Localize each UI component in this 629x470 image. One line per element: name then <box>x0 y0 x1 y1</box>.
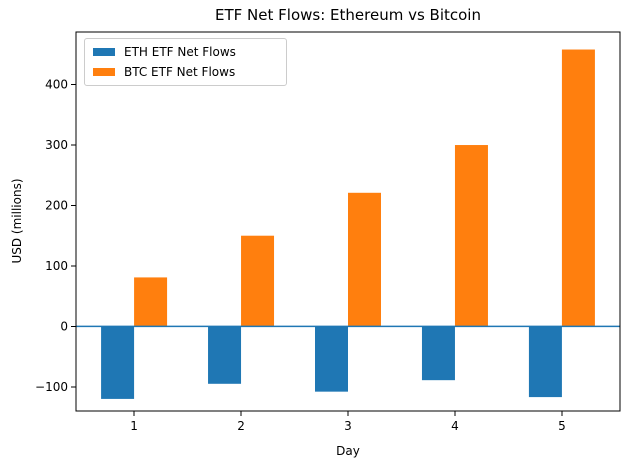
btc-bar-day-5 <box>561 49 595 327</box>
x-tick-label-3: 3 <box>344 419 352 433</box>
y-tick-label--100: −100 <box>35 380 68 394</box>
y-tick-label-0: 0 <box>60 319 68 333</box>
eth-bar-day-2 <box>208 326 242 384</box>
btc-bar-day-2 <box>241 235 275 327</box>
eth-bar-day-1 <box>101 326 135 399</box>
y-tick-label-300: 300 <box>45 138 68 152</box>
btc-bar-day-1 <box>134 277 168 327</box>
btc-legend-swatch <box>93 68 115 76</box>
eth-bar-day-4 <box>421 326 455 381</box>
legend-item-eth: ETH ETF Net Flows <box>93 42 278 62</box>
x-tick-label-4: 4 <box>451 419 459 433</box>
legend-item-btc: BTC ETF Net Flows <box>93 62 278 82</box>
x-axis-label: Day <box>336 444 360 458</box>
x-tick-label-5: 5 <box>558 419 566 433</box>
chart-title: ETF Net Flows: Ethereum vs Bitcoin <box>215 6 481 24</box>
eth-legend-label: ETH ETF Net Flows <box>124 45 236 59</box>
y-tick-label-100: 100 <box>45 259 68 273</box>
x-tick-label-1: 1 <box>130 419 138 433</box>
y-tick-label-200: 200 <box>45 198 68 212</box>
legend: ETH ETF Net Flows BTC ETF Net Flows <box>84 38 287 86</box>
y-tick-label-400: 400 <box>45 78 68 92</box>
btc-legend-label: BTC ETF Net Flows <box>124 65 236 79</box>
btc-bar-day-4 <box>454 145 488 327</box>
eth-bar-day-5 <box>528 326 562 398</box>
btc-bar-day-3 <box>348 192 381 327</box>
x-tick-label-2: 2 <box>237 419 245 433</box>
eth-bar-day-3 <box>315 326 348 392</box>
eth-legend-swatch <box>93 48 115 56</box>
